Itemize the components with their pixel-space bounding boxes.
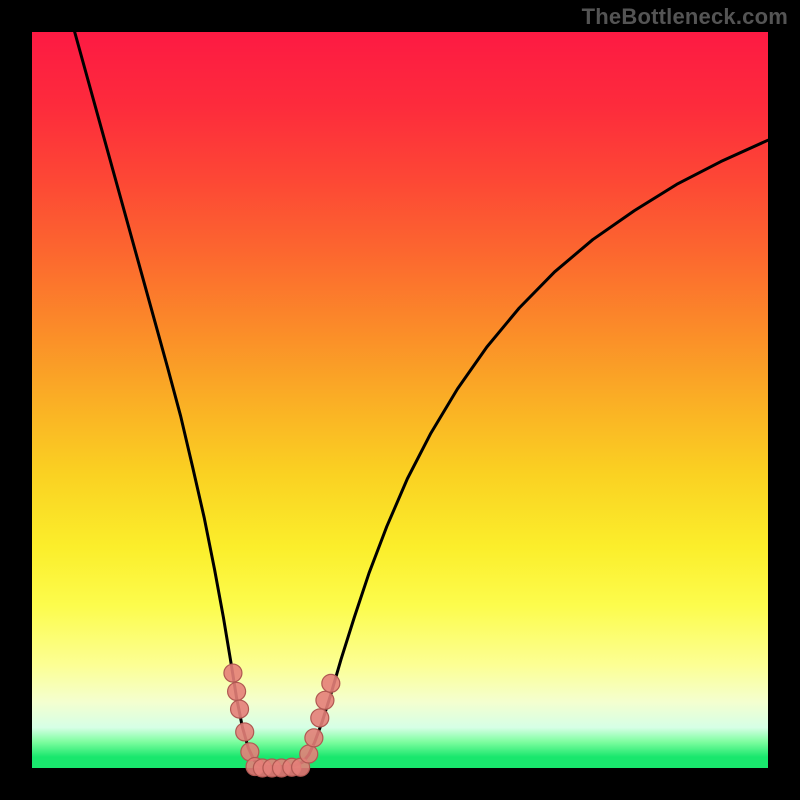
figure-root: TheBottleneck.com — [0, 0, 800, 800]
marker-point — [316, 691, 334, 709]
marker-point — [311, 709, 329, 727]
chart-canvas — [0, 0, 800, 800]
marker-point — [322, 674, 340, 692]
watermark-text: TheBottleneck.com — [582, 4, 788, 30]
marker-point — [236, 723, 254, 741]
marker-point — [300, 745, 318, 763]
marker-point — [224, 664, 242, 682]
gradient-background — [32, 32, 768, 768]
marker-point — [228, 682, 246, 700]
marker-point — [305, 729, 323, 747]
marker-point — [231, 700, 249, 718]
